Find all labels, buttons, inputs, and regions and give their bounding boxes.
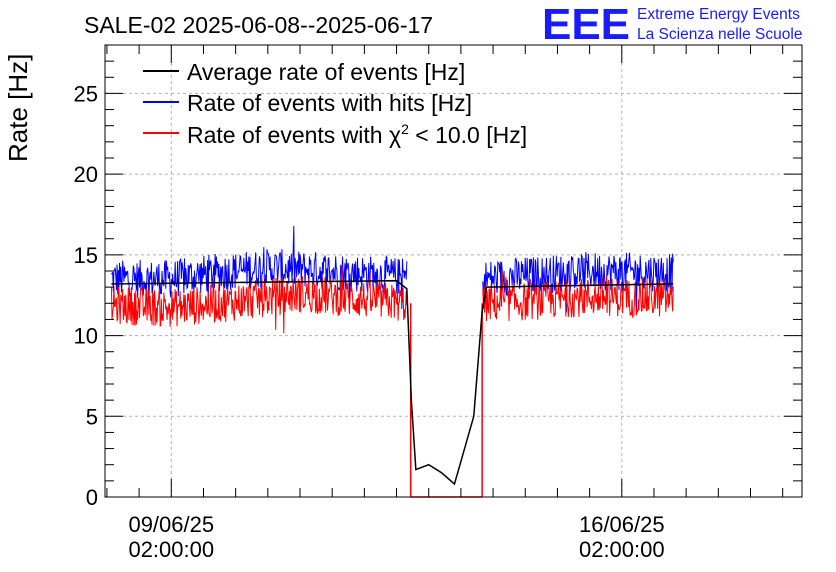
chart-title: SALE-02 2025-06-08--2025-06-17 [84,12,433,38]
x-tick-label-date: 09/06/25 [128,512,214,537]
y-axis-label: Rate [Hz] [3,54,33,162]
y-tick-label: 5 [86,404,98,429]
series-hits-line [111,225,408,311]
brand-line2: La Scienza nelle Scuole [637,26,802,43]
y-tick-label: 15 [74,243,98,268]
y-tick-label: 0 [86,485,98,510]
y-tick-label: 10 [74,324,98,349]
x-tick-label-date: 16/06/25 [579,512,665,537]
brand-logo: EEE Extreme Energy Events La Scienza nel… [542,0,802,49]
y-tick-label: 20 [74,162,98,187]
legend-label-chi2-main: Rate of events with χ [187,122,401,148]
tick-labels: 051015202509/06/2502:00:0016/06/2502:00:… [74,81,665,562]
legend-label-hits: Rate of events with hits [Hz] [187,90,472,116]
y-tick-label: 25 [74,81,98,106]
legend-label-chi2-sup: 2 [401,121,409,137]
legend: Average rate of events [Hz] Rate of even… [143,59,527,148]
brand-line1: Extreme Energy Events [637,6,800,23]
legend-label-average: Average rate of events [Hz] [187,59,465,85]
series-chi2-line [110,264,408,334]
legend-label-chi2-tail: < 10.0 [Hz] [409,122,527,148]
x-tick-label-time: 02:00:00 [128,537,214,562]
series-average-line [111,279,674,486]
axes [104,44,803,498]
brand-logo-text: EEE [542,0,630,49]
x-tick-label-time: 02:00:00 [579,537,665,562]
series-layer [110,225,674,498]
series-hits-line [482,252,674,313]
legend-label-chi2: Rate of events with χ2 < 10.0 [Hz] [187,121,527,148]
series-chi2-line [482,270,674,322]
grid-lines [105,45,802,497]
